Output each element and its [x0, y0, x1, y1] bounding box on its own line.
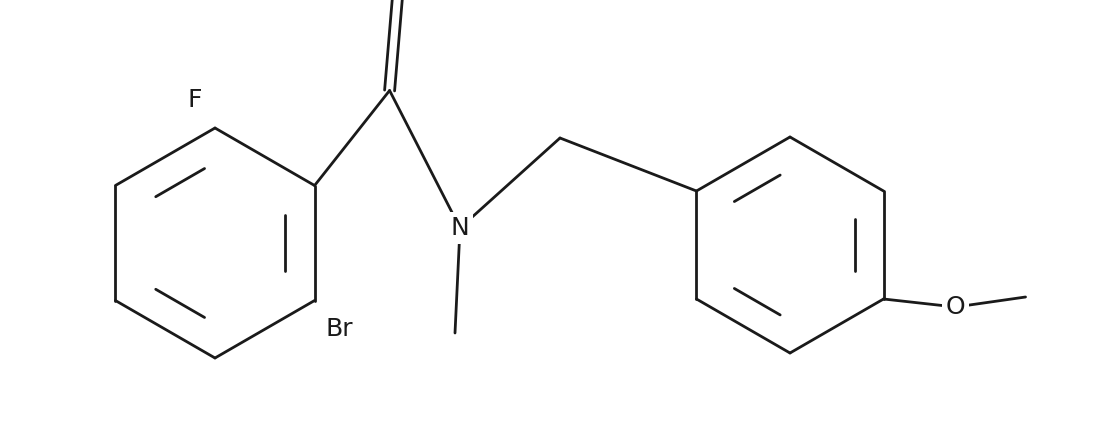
- Text: N: N: [451, 216, 469, 240]
- Text: O: O: [946, 295, 965, 319]
- Text: F: F: [187, 88, 203, 112]
- Text: Br: Br: [326, 316, 354, 341]
